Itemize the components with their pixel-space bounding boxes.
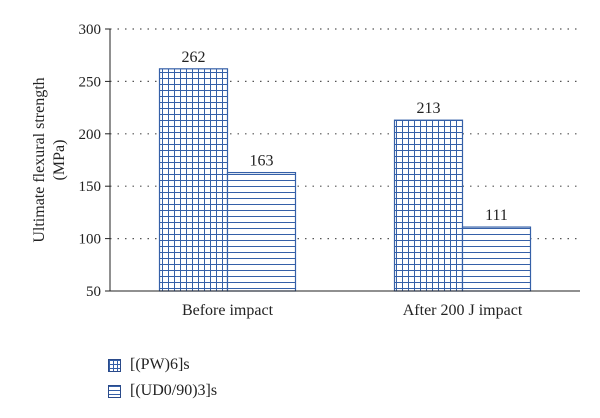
bar-pw-after — [393, 119, 464, 292]
legend-item-ud: [(UD0/90)3]s — [108, 378, 217, 404]
y-axis-label: Ultimate flexural strength (MPa) — [31, 77, 68, 242]
labels: 50 100 150 200 250 300 262 163 Before impact 213 1… — [79, 22, 523, 319]
legend-swatch-hlines — [108, 384, 121, 398]
data-label: 213 — [417, 100, 441, 117]
legend-label-ud: [(UD0/90)3]s — [130, 382, 218, 399]
legend-swatch-grid — [108, 358, 121, 372]
x-category-label: Before impact — [182, 302, 274, 319]
bar-ud-before — [226, 171, 297, 292]
axes — [105, 28, 580, 292]
y-tick-label: 50 — [86, 284, 101, 300]
y-tick-label: 250 — [79, 74, 102, 90]
bars — [158, 68, 532, 292]
legend: [(PW)6]s [(UD0/90)3]s — [108, 352, 217, 404]
bar-ud-after — [461, 226, 532, 292]
y-tick-label: 100 — [79, 232, 102, 248]
data-label: 111 — [485, 207, 508, 224]
bar-pw-before — [158, 68, 229, 292]
x-category-label: After 200 J impact — [403, 302, 523, 319]
y-axis-label-line: Ultimate flexural strength — [31, 77, 48, 242]
y-axis-label-line: (MPa) — [51, 140, 68, 181]
legend-item-pw: [(PW)6]s — [108, 352, 217, 378]
data-label: 262 — [182, 49, 206, 66]
y-tick-label: 150 — [79, 179, 102, 195]
y-tick-label: 200 — [79, 127, 102, 143]
legend-label-pw: [(PW)6]s — [130, 356, 190, 373]
data-label: 163 — [250, 153, 274, 170]
y-tick-label: 300 — [79, 22, 102, 38]
